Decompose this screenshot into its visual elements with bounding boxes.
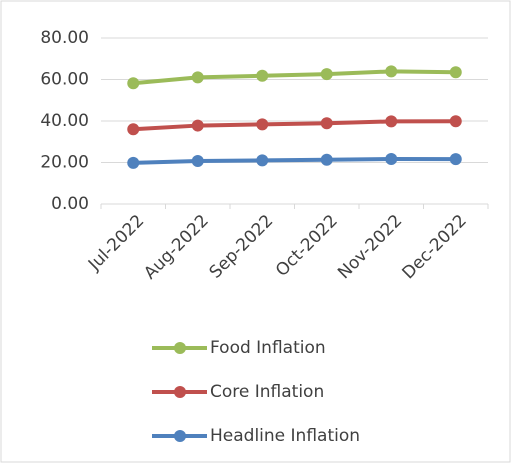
y-tick-label: 40.00 [40,111,89,131]
marker [385,65,398,78]
line [133,119,456,132]
y-tick-label: 20.00 [40,153,89,173]
marker [256,118,269,131]
marker [191,155,204,168]
marker [256,69,269,82]
legend-marker [174,342,186,354]
legend-marker [174,386,186,398]
marker [320,68,333,81]
marker [385,115,398,128]
line [133,69,456,86]
legend-label: Headline Inflation [210,426,360,446]
marker [385,152,398,165]
legend-label: Core Inflation [210,382,324,402]
marker [127,77,140,90]
marker [320,153,333,166]
marker [449,153,462,166]
marker [320,117,333,130]
marker [191,71,204,84]
marker [449,115,462,128]
legend-marker [174,430,186,442]
legend-label: Food Inflation [210,338,326,358]
y-tick-label: 0.00 [51,194,89,214]
marker [127,156,140,169]
marker [449,66,462,79]
marker [191,119,204,132]
marker [127,123,140,136]
line [133,156,456,165]
marker [256,154,269,167]
y-tick-label: 80.00 [40,28,89,48]
y-tick-label: 60.00 [40,70,89,90]
